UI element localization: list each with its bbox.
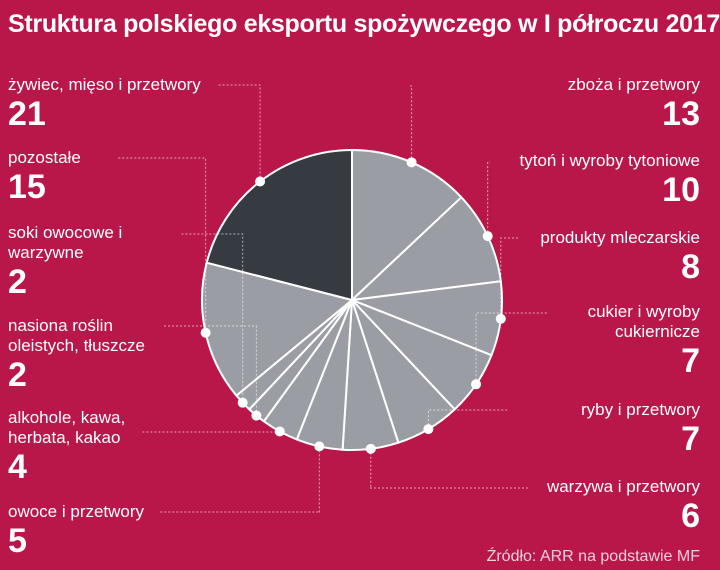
slice-marker-8 [274, 426, 285, 437]
label-tyton: tytoń i wyroby tytoniowe 10 [520, 151, 700, 209]
slice-marker-5 [423, 424, 434, 435]
label-zboza: zboża i przetwory 13 [568, 75, 700, 133]
label-ryby-value: 7 [681, 420, 700, 458]
label-zywiec: żywiec, mięso i przetwory 21 [8, 75, 201, 133]
label-soki-value: 2 [8, 263, 27, 301]
label-owoce-name: owoce i przetwory [8, 502, 145, 521]
slice-marker-3 [495, 313, 506, 324]
label-tyton-value: 10 [662, 171, 700, 209]
label-pozostale-name: pozostałe [8, 148, 81, 167]
label-zywiec-value: 21 [8, 95, 46, 133]
label-soki: soki owocowe i warzywne 2 [8, 223, 138, 301]
label-cukier-name: cukier i wyroby cukiernicze [587, 302, 700, 341]
slice-marker-11 [200, 327, 211, 338]
leader-line-6 [370, 448, 530, 489]
leader-line-1 [410, 85, 413, 163]
label-ryby-name: ryby i przetwory [580, 400, 700, 419]
label-nasiona-name: nasiona roślin oleistych, tłuszcze [8, 316, 145, 355]
label-tyton-name: tytoń i wyroby tytoniowe [519, 151, 700, 170]
label-alkohole: alkohole, kawa, herbata, kakao 4 [8, 408, 148, 486]
label-warzywa-name: warzywa i przetwory [546, 477, 700, 496]
leader-line-2 [487, 161, 490, 237]
label-alkohole-value: 4 [8, 448, 27, 486]
slice-marker-7 [314, 441, 325, 452]
label-zboza-name: zboża i przetwory [567, 75, 700, 94]
slice-marker-6 [365, 443, 376, 454]
label-cukier: cukier i wyroby cukiernicze 7 [540, 302, 700, 380]
label-cukier-value: 7 [681, 342, 700, 380]
label-mleczarskie: produkty mleczarskie 8 [540, 228, 700, 286]
leader-line-10 [180, 233, 244, 403]
slice-marker-1 [406, 157, 417, 168]
label-alkohole-name: alkohole, kawa, herbata, kakao [8, 408, 126, 447]
source-note: Źródło: ARR na podstawie MF [486, 548, 700, 565]
label-mleczarskie-value: 8 [681, 248, 700, 286]
label-ryby: ryby i przetwory 7 [581, 400, 700, 458]
slice-marker-10 [237, 397, 248, 408]
slice-marker-2 [482, 231, 493, 242]
label-soki-name: soki owocowe i warzywne [8, 223, 123, 262]
label-pozostale-value: 15 [8, 168, 46, 206]
label-warzywa-value: 6 [681, 497, 700, 535]
label-warzywa: warzywa i przetwory 6 [547, 477, 700, 535]
label-pozostale: pozostałe 15 [8, 148, 81, 206]
leader-line-12 [218, 84, 261, 182]
label-nasiona: nasiona roślin oleistych, tłuszcze 2 [8, 316, 168, 394]
label-owoce-value: 5 [8, 522, 27, 560]
leader-line-3 [500, 237, 518, 319]
label-nasiona-value: 2 [8, 356, 27, 394]
label-zywiec-name: żywiec, mięso i przetwory [8, 75, 201, 94]
chart-title: Struktura polskiego eksportu spożywczego… [8, 10, 720, 38]
leader-line-9 [162, 325, 257, 416]
label-mleczarskie-name: produkty mleczarskie [540, 228, 700, 247]
leader-line-11 [118, 157, 207, 333]
leader-line-5 [427, 409, 508, 430]
slice-marker-9 [251, 410, 262, 421]
slice-marker-4 [471, 379, 482, 390]
label-owoce: owoce i przetwory 5 [8, 502, 144, 560]
slice-marker-12 [255, 176, 266, 187]
label-zboza-value: 13 [662, 95, 700, 133]
leader-line-7 [160, 446, 320, 513]
leader-line-8 [142, 431, 281, 433]
